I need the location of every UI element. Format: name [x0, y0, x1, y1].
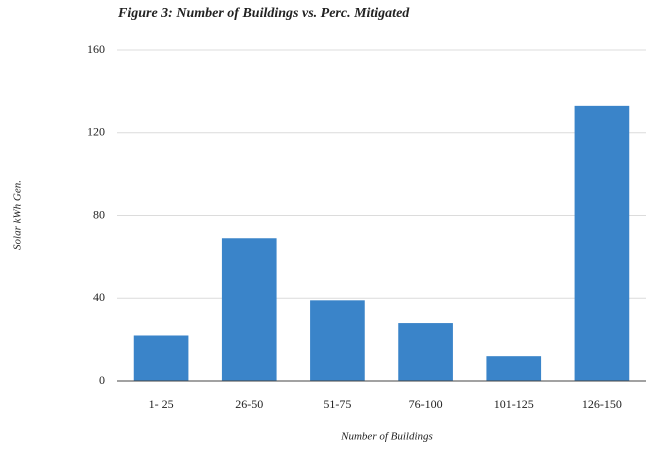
- y-tick-label: 120: [87, 125, 105, 139]
- chart-title: Figure 3: Number of Buildings vs. Perc. …: [117, 6, 410, 21]
- x-tick-label: 76-100: [409, 397, 443, 411]
- x-tick-label: 1- 25: [149, 397, 174, 411]
- bar: [486, 356, 542, 381]
- y-tick-label: 0: [99, 373, 105, 387]
- bar: [310, 300, 365, 381]
- y-axis-label: Solar kWh Gen.: [12, 180, 24, 250]
- bar: [574, 105, 630, 381]
- y-tick-label: 160: [87, 42, 105, 56]
- y-tick-label: 40: [93, 290, 105, 304]
- x-tick-label: 101-125: [494, 397, 534, 411]
- x-axis-label: Number of Buildings: [340, 431, 433, 443]
- bar: [133, 335, 189, 381]
- bar: [398, 323, 453, 381]
- x-tick-label: 26-50: [235, 397, 263, 411]
- y-tick-label: 80: [93, 207, 105, 221]
- bar: [221, 238, 277, 381]
- x-tick-label: 126-150: [582, 397, 622, 411]
- x-tick-label: 51-75: [323, 397, 351, 411]
